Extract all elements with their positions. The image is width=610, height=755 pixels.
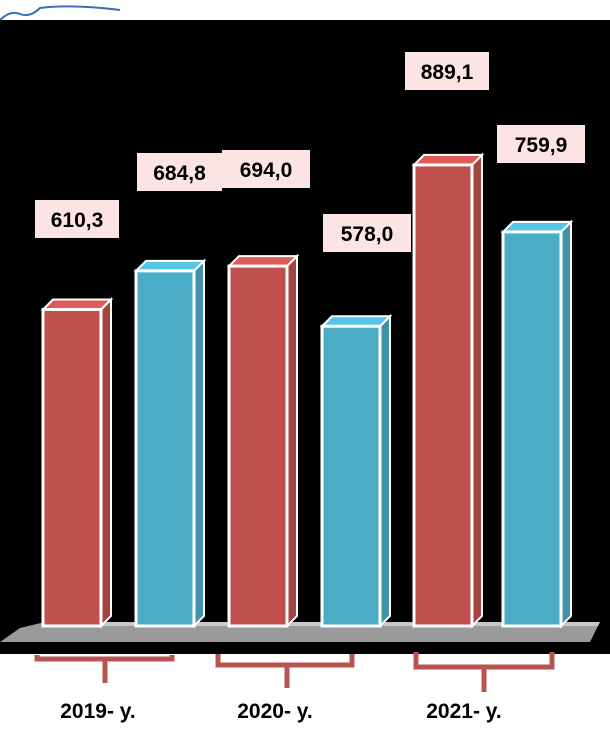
data-label-a-2021: 889,1 bbox=[405, 52, 489, 90]
bar-b-2021 bbox=[500, 219, 574, 629]
bar-b-2019 bbox=[133, 258, 207, 629]
bar-a-2019 bbox=[40, 297, 114, 629]
data-label-a-2019: 610,3 bbox=[35, 200, 119, 238]
bracket-2021 bbox=[413, 652, 555, 692]
chart-area: 610,3 694,0 889,1 684,8 578,0 759,9 bbox=[0, 20, 610, 654]
svg-text:684,8: 684,8 bbox=[153, 162, 206, 185]
category-label-2020: 2020- y. bbox=[237, 700, 313, 723]
data-label-b-2021: 759,9 bbox=[497, 125, 585, 163]
svg-text:759,9: 759,9 bbox=[515, 134, 568, 157]
bar-chart: 610,3 694,0 889,1 684,8 578,0 759,9 bbox=[0, 52, 600, 642]
bar-a-2020 bbox=[226, 253, 300, 629]
bracket-2020 bbox=[215, 654, 355, 688]
svg-text:610,3: 610,3 bbox=[51, 209, 104, 232]
svg-text:578,0: 578,0 bbox=[341, 223, 394, 246]
bar-b-2020 bbox=[319, 313, 393, 629]
bar-a-2021 bbox=[411, 152, 485, 629]
data-label-b-2020: 578,0 bbox=[323, 214, 411, 252]
data-label-a-2020: 694,0 bbox=[222, 150, 310, 188]
category-label-2021: 2021- y. bbox=[426, 700, 502, 723]
svg-text:889,1: 889,1 bbox=[421, 61, 474, 84]
svg-text:694,0: 694,0 bbox=[240, 159, 293, 182]
bracket-2019 bbox=[34, 655, 175, 683]
data-label-b-2019: 684,8 bbox=[137, 153, 222, 191]
category-label-2019: 2019- y. bbox=[60, 700, 136, 723]
